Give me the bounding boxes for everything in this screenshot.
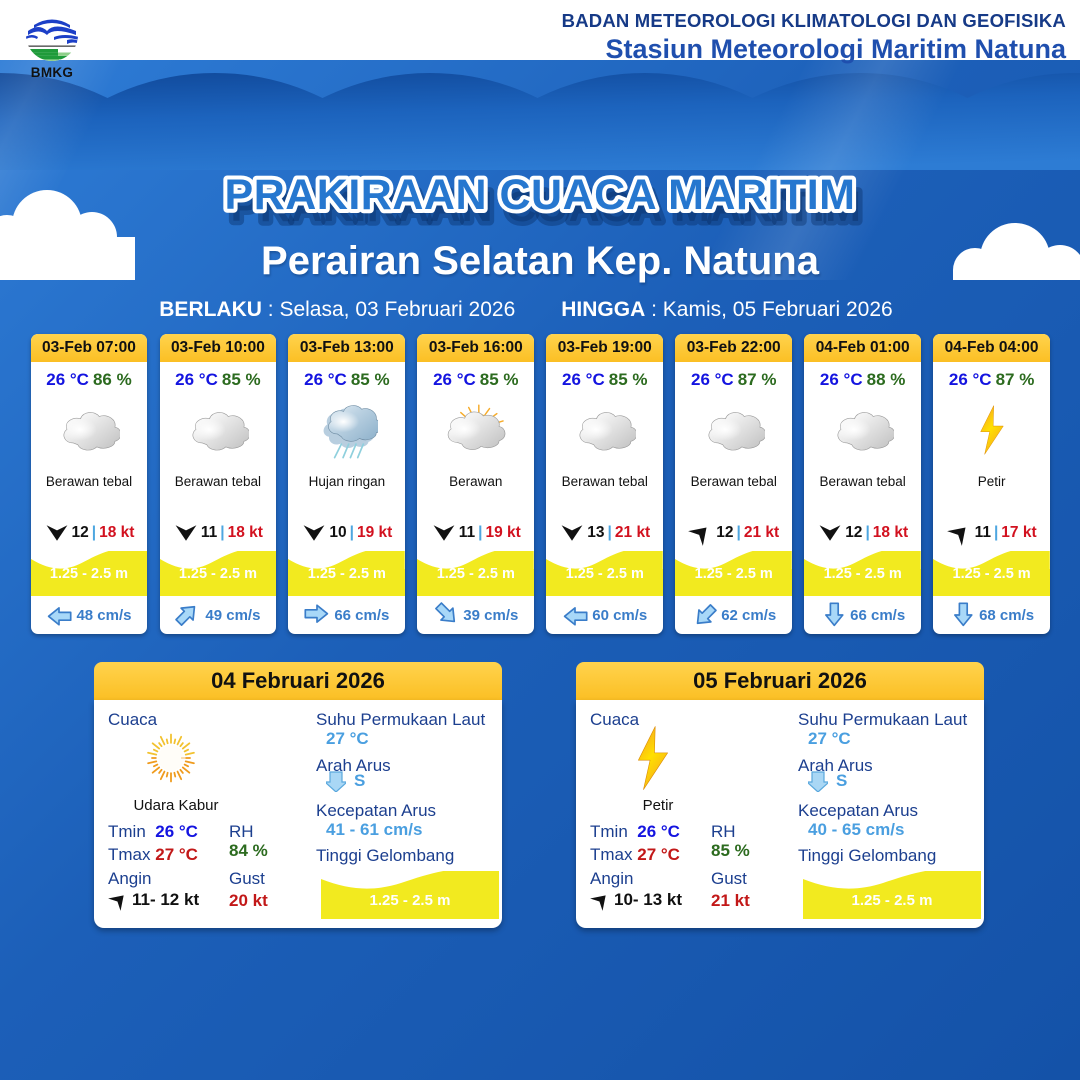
svg-text:PRAKIRAAN CUACA MARITIM: PRAKIRAAN CUACA MARITIM: [225, 171, 856, 219]
